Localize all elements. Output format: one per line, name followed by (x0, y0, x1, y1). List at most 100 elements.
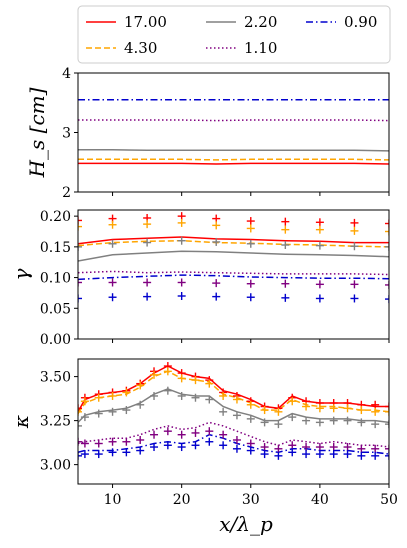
marker-point (371, 400, 380, 409)
marker-point (357, 451, 366, 460)
marker-point (80, 397, 89, 406)
marker-point (385, 280, 389, 289)
marker-point (205, 379, 214, 388)
y-tick-label: 3.25 (40, 414, 71, 430)
marker-point (246, 217, 255, 226)
series-line-1.10 (78, 270, 389, 276)
marker-point (78, 216, 82, 225)
marker-point (371, 451, 380, 460)
marker-point (315, 404, 324, 413)
marker-point (78, 421, 82, 430)
axes-frame (77, 72, 390, 193)
series-line-2.20 (78, 250, 389, 262)
marker-point (143, 278, 152, 287)
marker-point (329, 404, 338, 413)
series-line-17.00 (78, 162, 389, 165)
marker-point (191, 393, 200, 402)
marker-point (281, 293, 290, 302)
marker-point (343, 443, 352, 452)
marker-point (205, 437, 214, 446)
marker-point (274, 407, 283, 416)
marker-point (108, 278, 117, 287)
marker-point (302, 450, 311, 459)
marker-point (78, 437, 82, 446)
marker-point (385, 242, 389, 251)
marker-point (108, 239, 117, 248)
marker-point (246, 446, 255, 455)
marker-point (371, 407, 380, 416)
marker-point (136, 400, 145, 409)
marker-point (177, 430, 186, 439)
marker-point (78, 294, 82, 303)
marker-point (191, 428, 200, 437)
marker-point (150, 370, 159, 379)
series-line-2.20 (78, 388, 389, 424)
plot-area (78, 362, 389, 460)
marker-point (163, 441, 172, 450)
marker-point (80, 450, 89, 459)
y-tick-label: 3.50 (40, 370, 71, 386)
marker-point (385, 402, 389, 411)
marker-point (350, 294, 359, 303)
x-tick-label: 40 (311, 492, 329, 508)
legend-label-1.10: 1.10 (244, 39, 277, 57)
marker-point (281, 279, 290, 288)
legend: 17.00 2.20 0.90 4.30 1.10 (77, 5, 391, 64)
marker-point (246, 279, 255, 288)
marker-point (329, 443, 338, 452)
marker-point (246, 293, 255, 302)
marker-point (191, 441, 200, 450)
legend-label-0.90: 0.90 (344, 13, 377, 31)
marker-point (246, 439, 255, 448)
marker-point (205, 395, 214, 404)
marker-point (219, 391, 228, 400)
marker-point (281, 241, 290, 250)
marker-point (108, 293, 117, 302)
marker-point (385, 227, 389, 236)
y-tick-label: 0.05 (40, 301, 71, 317)
marker-point (177, 278, 186, 287)
marker-point (343, 404, 352, 413)
panel-gamma: 0.00 0.05 0.10 0.15 0.20 γ (9, 209, 390, 348)
marker-point (371, 444, 380, 453)
marker-point (163, 386, 172, 395)
marker-point (212, 292, 221, 301)
marker-point (108, 448, 117, 457)
marker-point (150, 391, 159, 400)
marker-point (122, 437, 131, 446)
marker-point (274, 420, 283, 429)
marker-point (260, 443, 269, 452)
marker-point (232, 411, 241, 420)
series-line-2.20 (78, 149, 389, 152)
axes-frame (77, 358, 390, 485)
marker-point (281, 225, 290, 234)
marker-point (177, 374, 186, 383)
marker-point (136, 435, 145, 444)
marker-point (177, 391, 186, 400)
x-axis-label: x/λ_p (219, 512, 273, 536)
x-tick-label: 50 (380, 492, 398, 508)
marker-point (212, 214, 221, 223)
marker-point (232, 435, 241, 444)
marker-point (78, 222, 82, 231)
series-line-0.90 (78, 274, 389, 281)
marker-point (260, 418, 269, 427)
marker-point (122, 448, 131, 457)
series-line-4.30 (78, 239, 389, 248)
series-line-0.90 (78, 433, 389, 455)
marker-point (385, 407, 389, 416)
marker-point (288, 441, 297, 450)
marker-point (371, 420, 380, 429)
marker-point (315, 443, 324, 452)
legend-label-4.30: 4.30 (124, 39, 157, 57)
marker-point (350, 226, 359, 235)
marker-point (219, 441, 228, 450)
marker-point (302, 402, 311, 411)
marker-point (177, 292, 186, 300)
marker-point (315, 241, 324, 250)
marker-point (177, 236, 186, 245)
y-tick-label: 0.20 (40, 209, 71, 225)
marker-point (329, 416, 338, 425)
marker-point (163, 427, 172, 436)
